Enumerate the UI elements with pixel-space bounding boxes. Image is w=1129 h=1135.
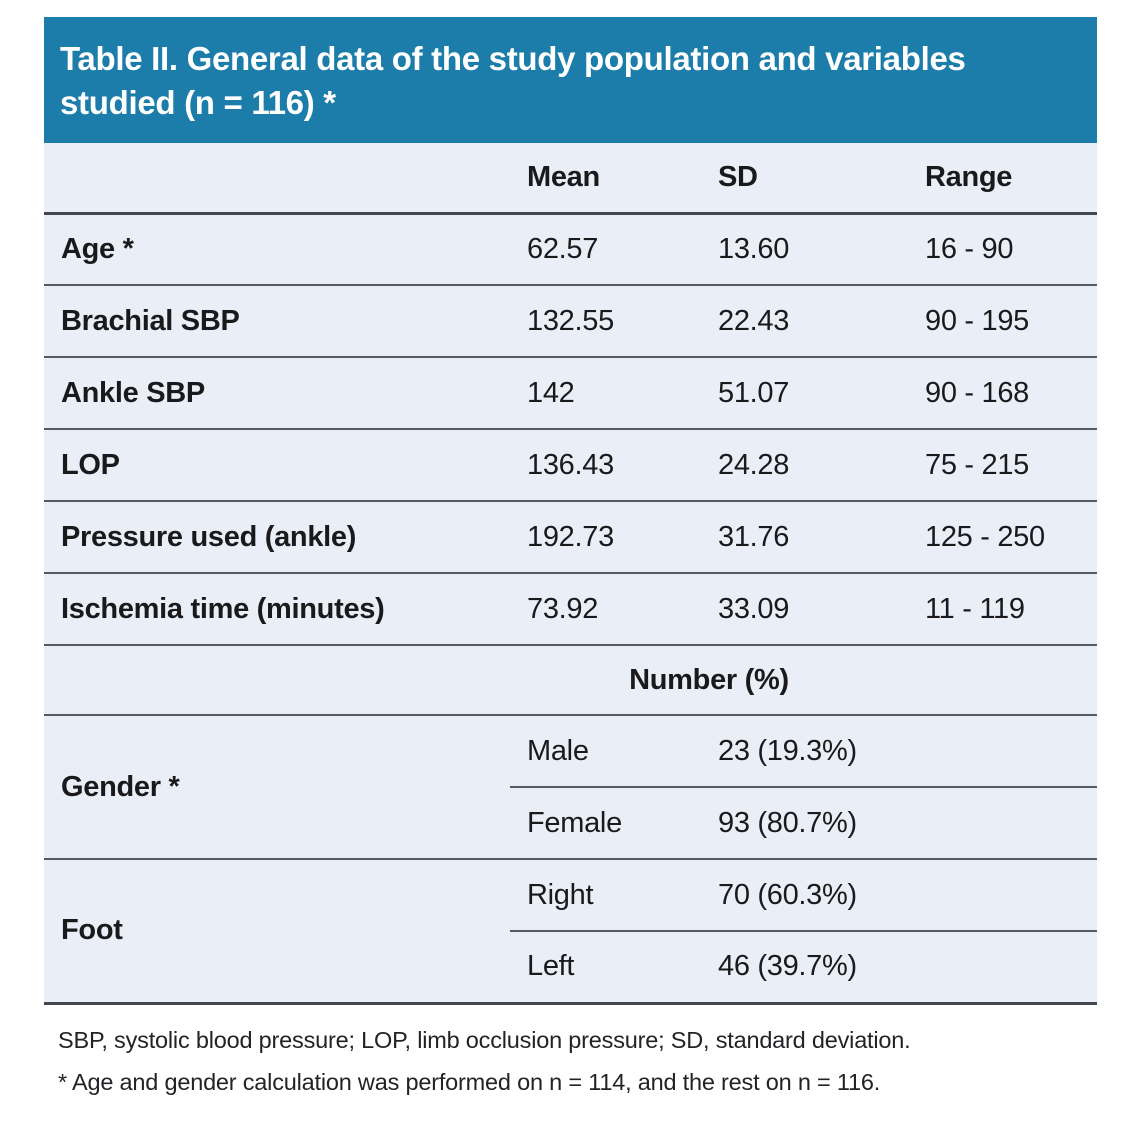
number-header-row: Number (%) xyxy=(44,644,1097,715)
subrow-value: 46 (39.7%) xyxy=(701,930,908,1003)
table-title-line1: Table II. General data of the study popu… xyxy=(60,40,966,77)
table-row-foot-left: Left 46 (39.7%) xyxy=(44,930,1097,1003)
row-sd: 33.09 xyxy=(701,572,908,645)
column-header-mean: Mean xyxy=(527,160,600,193)
table-row-ischemia-time: Ischemia time (minutes) 73.92 33.09 11 -… xyxy=(44,572,1097,645)
row-label: Brachial SBP xyxy=(44,284,510,357)
subrow-value: 70 (60.3%) xyxy=(701,858,908,931)
table-figure: Table II. General data of the study popu… xyxy=(44,17,1097,1103)
header-empty-cell xyxy=(44,143,510,213)
row-mean: 192.73 xyxy=(510,500,701,573)
table-row-brachial-sbp: Brachial SBP 132.55 22.43 90 - 195 xyxy=(44,284,1097,357)
row-range: 16 - 90 xyxy=(908,211,1097,285)
table-row-lop: LOP 136.43 24.28 75 - 215 xyxy=(44,428,1097,501)
row-sd: 13.60 xyxy=(701,211,908,285)
row-label: Ankle SBP xyxy=(44,356,510,429)
row-mean: 136.43 xyxy=(510,428,701,501)
subrow-name: Left xyxy=(510,930,701,1003)
subrow-empty-cell xyxy=(908,714,1097,787)
subrow-name: Female xyxy=(510,786,701,859)
subrow-empty-cell xyxy=(908,858,1097,931)
column-header-sd: SD xyxy=(718,160,758,193)
table-row-pressure-used: Pressure used (ankle) 192.73 31.76 125 -… xyxy=(44,500,1097,573)
table-row-age: Age * 62.57 13.60 16 - 90 xyxy=(44,211,1097,285)
row-range: 90 - 195 xyxy=(908,284,1097,357)
number-row-empty-cell xyxy=(908,644,1097,715)
table-title-line2: studied (n = 116) * xyxy=(60,84,336,121)
row-label: Ischemia time (minutes) xyxy=(44,572,510,645)
row-mean: 62.57 xyxy=(510,211,701,285)
row-mean: 73.92 xyxy=(510,572,701,645)
table-row-gender-male: Gender * Male 23 (19.3%) xyxy=(44,714,1097,859)
subrow-value: 23 (19.3%) xyxy=(701,714,908,787)
row-mean: 132.55 xyxy=(510,284,701,357)
table-title-banner: Table II. General data of the study popu… xyxy=(44,17,1097,143)
row-sd: 22.43 xyxy=(701,284,908,357)
number-percent-header: Number (%) xyxy=(510,644,908,715)
number-row-empty-cell xyxy=(44,644,510,715)
row-range: 125 - 250 xyxy=(908,500,1097,573)
table-row-gender-female: Female 93 (80.7%) xyxy=(44,786,1097,859)
data-table: Mean SD Range Age * 62.57 13.60 16 - 90 … xyxy=(44,143,1097,1005)
table-header-row: Mean SD Range xyxy=(44,143,1097,213)
subrow-name: Male xyxy=(510,714,701,787)
column-header-range: Range xyxy=(925,160,1013,193)
row-sd: 31.76 xyxy=(701,500,908,573)
row-label: Age * xyxy=(44,211,510,285)
footnote-asterisk: * Age and gender calculation was perform… xyxy=(58,1068,881,1095)
row-range: 11 - 119 xyxy=(908,572,1097,645)
category-label-gender: Gender * xyxy=(44,714,510,859)
row-range: 90 - 168 xyxy=(908,356,1097,429)
subrow-empty-cell xyxy=(908,930,1097,1003)
row-label: Pressure used (ankle) xyxy=(44,500,510,573)
table-row-ankle-sbp: Ankle SBP 142 51.07 90 - 168 xyxy=(44,356,1097,429)
table-row-foot-right: Foot Right 70 (60.3%) xyxy=(44,858,1097,1003)
row-label: LOP xyxy=(44,428,510,501)
subrow-name: Right xyxy=(510,858,701,931)
row-mean: 142 xyxy=(510,356,701,429)
subrow-value: 93 (80.7%) xyxy=(701,786,908,859)
table-footnotes: SBP, systolic blood pressure; LOP, limb … xyxy=(44,1019,1097,1103)
row-range: 75 - 215 xyxy=(908,428,1097,501)
footnote-abbreviations: SBP, systolic blood pressure; LOP, limb … xyxy=(58,1026,911,1053)
row-sd: 24.28 xyxy=(701,428,908,501)
category-label-foot: Foot xyxy=(44,858,510,1003)
subrow-empty-cell xyxy=(908,786,1097,859)
row-sd: 51.07 xyxy=(701,356,908,429)
